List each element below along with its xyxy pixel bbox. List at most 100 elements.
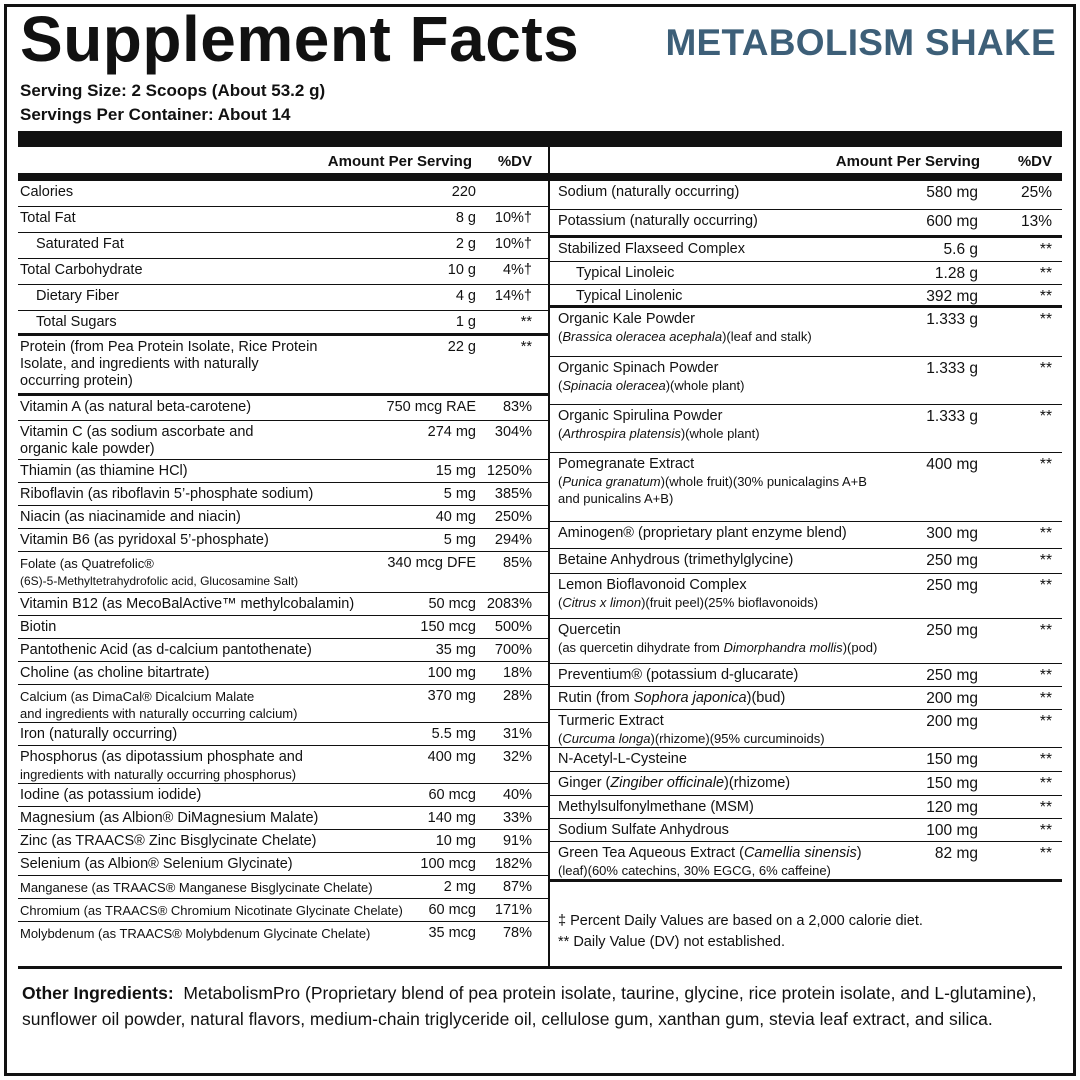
nutrient-name-line: Folate (as Quatrefolic® — [20, 556, 154, 571]
daily-value: 87% — [502, 879, 532, 895]
nutrient-name-line: Manganese (as TRAACS® Manganese Bisglyci… — [20, 880, 373, 895]
nutrient-name-line: Protein (from Pea Protein Isolate, Rice … — [20, 339, 318, 355]
amount-value: 5 mg — [443, 486, 476, 502]
table-row: Total Fat 8 g 10%† — [18, 207, 548, 233]
daily-value: 91% — [502, 833, 532, 849]
nutrient-name-line: organic kale powder) — [20, 441, 155, 457]
ingredient-name: Typical Linolenic — [576, 288, 683, 304]
amount-value: 392 mg — [926, 288, 978, 305]
nutrient-name: Niacin (as niacinamide and niacin) — [20, 509, 241, 526]
amount-value: 22 g — [447, 339, 476, 355]
right-nutrient-table: Amount Per Serving %DV Sodium (naturally… — [550, 147, 1062, 882]
ingredient-name: Rutin (from Sophora japonica)(bud) — [558, 690, 786, 706]
nutrient-name: Total Sugars — [36, 314, 117, 331]
daily-value: 13% — [1020, 213, 1052, 230]
table-row: Phosphorus (as dipotassium phosphate and… — [18, 746, 548, 784]
amount-value: 100 mg — [427, 665, 476, 681]
amount-header: Amount Per Serving — [835, 153, 980, 170]
ingredient-name: Sodium (naturally occurring) — [558, 184, 740, 200]
table-row: Saturated Fat 2 g 10%† — [18, 233, 548, 259]
daily-value: 385% — [494, 486, 532, 502]
ingredient-source: and punicalins A+B) — [558, 491, 674, 506]
nutrient-name: Vitamin A (as natural beta-carotene) — [20, 399, 251, 416]
latin-name: Zingiber officinale — [610, 775, 725, 791]
amount-value: 250 mg — [926, 667, 978, 684]
daily-value: ** — [1039, 265, 1052, 282]
nutrient-name-line: Pantothenic Acid (as d-calcium pantothen… — [20, 642, 312, 658]
latin-name: Curcuma longa — [562, 731, 651, 746]
amount-value: 580 mg — [926, 184, 978, 201]
nutrient-name-line: Magnesium (as Albion® DiMagnesium Malate… — [20, 810, 319, 826]
nutrient-name: Chromium (as TRAACS® Chromium Nicotinate… — [20, 902, 403, 919]
amount-value: 100 mg — [926, 822, 978, 839]
nutrient-name-line: Choline (as choline bitartrate) — [20, 665, 210, 681]
other-ingredients-label: Other Ingredients: — [22, 983, 174, 1003]
amount-value: 340 mcg DFE — [387, 555, 476, 571]
daily-value: 171% — [494, 902, 532, 918]
daily-value: 182% — [494, 856, 532, 872]
amount-value: 82 mg — [934, 845, 978, 862]
daily-value: 83% — [502, 399, 532, 415]
nutrient-name: Iodine (as potassium iodide) — [20, 787, 201, 804]
nutrient-name-line: Thiamin (as thiamine HCl) — [20, 463, 188, 479]
right-table-header: Amount Per Serving %DV — [550, 147, 1062, 181]
amount-value: 10 g — [447, 262, 476, 278]
ingredient-name: Quercetin (as quercetin dihydrate from Di… — [558, 622, 878, 655]
amount-value: 1.333 g — [926, 360, 978, 377]
ingredient-name: Aminogen® (proprietary plant enzyme blen… — [558, 525, 847, 541]
nutrient-name: Selenium (as Albion® Selenium Glycinate) — [20, 856, 293, 873]
ingredient-source: (as quercetin dihydrate from Dimorphandr… — [558, 640, 878, 655]
daily-value: ** — [1039, 525, 1052, 542]
table-row: Quercetin (as quercetin dihydrate from Di… — [550, 619, 1062, 664]
daily-value: ** — [1039, 845, 1052, 862]
nutrient-name: Folate (as Quatrefolic® (6S)-5-Methyltetr… — [20, 555, 298, 590]
daily-value: 18% — [502, 665, 532, 681]
daily-value: 31% — [502, 726, 532, 742]
amount-value: 5 mg — [443, 532, 476, 548]
table-row: Organic Spinach Powder (Spinacia oleracea… — [550, 357, 1062, 405]
nutrient-name-line: Biotin — [20, 619, 57, 635]
header-divider — [18, 131, 1062, 147]
ingredient-source: (Spinacia oleracea)(whole plant) — [558, 378, 745, 393]
daily-value: 10%† — [494, 236, 532, 252]
amount-value: 1 g — [455, 314, 476, 330]
daily-value: 28% — [502, 688, 532, 704]
daily-value: ** — [1039, 822, 1052, 839]
column-divider — [548, 147, 550, 967]
label-frame — [4, 4, 1076, 1076]
table-row: Niacin (as niacinamide and niacin) 40 mg 2… — [18, 506, 548, 529]
ingredient-source: (Punica granatum)(whole fruit)(30% punic… — [558, 474, 867, 489]
latin-name: Arthrospira platensis — [562, 426, 681, 441]
daily-value: 500% — [494, 619, 532, 635]
ingredient-source: (Curcuma longa)(rhizome)(95% curcuminoid… — [558, 731, 825, 746]
table-row: Biotin 150 mcg 500% — [18, 616, 548, 639]
table-row: Dietary Fiber 4 g 14%† — [18, 285, 548, 311]
nutrient-name-line: Isolate, and ingredients with naturally — [20, 356, 259, 372]
ingredient-name: Organic Spinach Powder (Spinacia oleracea… — [558, 360, 745, 393]
table-row: Vitamin C (as sodium ascorbate and organi… — [18, 421, 548, 460]
latin-name: Spinacia oleracea — [562, 378, 666, 393]
amount-value: 2 mg — [443, 879, 476, 895]
amount-value: 250 mg — [926, 622, 978, 639]
ingredient-name: Sodium Sulfate Anhydrous — [558, 822, 729, 838]
daily-value: 1250% — [486, 463, 532, 479]
table-row: Ginger (Zingiber officinale)(rhizome) 150… — [550, 772, 1062, 796]
nutrient-name: Biotin — [20, 619, 56, 636]
amount-value: 200 mg — [926, 690, 978, 707]
daily-value: 304% — [494, 424, 532, 440]
daily-value: 700% — [494, 642, 532, 658]
daily-value: 25% — [1020, 184, 1052, 201]
table-row: Total Carbohydrate 10 g 4%† — [18, 259, 548, 285]
table-row: Vitamin B12 (as MecoBalActive™ methylcob… — [18, 593, 548, 616]
nutrient-name-line: Selenium (as Albion® Selenium Glycinate) — [20, 856, 293, 872]
daily-value: ** — [1039, 751, 1052, 768]
nutrient-name: Calcium (as DimaCal® Dicalcium Malate and… — [20, 688, 297, 722]
nutrient-name-line: Iron (naturally occurring) — [20, 726, 178, 742]
nutrient-name-line: Chromium (as TRAACS® Chromium Nicotinate… — [20, 903, 403, 918]
daily-value: ** — [1039, 690, 1052, 707]
nutrient-name-line: Vitamin C (as sodium ascorbate and — [20, 424, 254, 440]
ingredient-name: Stabilized Flaxseed Complex — [558, 241, 745, 257]
daily-value: 14%† — [494, 288, 532, 304]
ingredient-name: Preventium® (potassium d-glucarate) — [558, 667, 799, 683]
table-row: Protein (from Pea Protein Isolate, Rice … — [18, 336, 548, 396]
